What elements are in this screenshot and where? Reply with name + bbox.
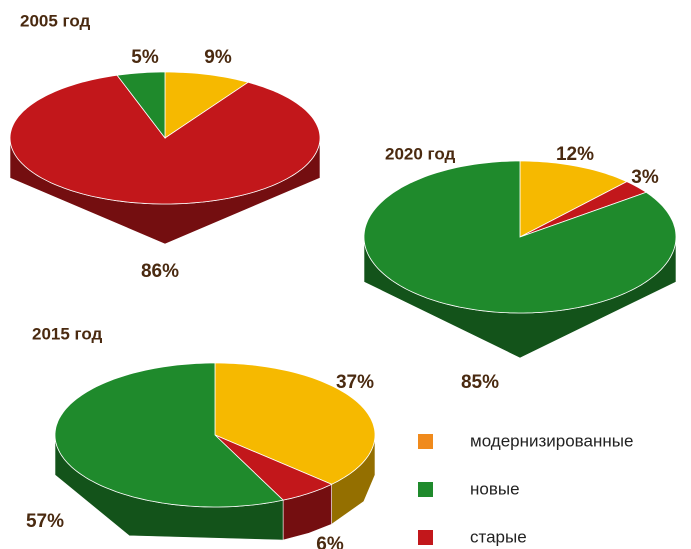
data-label: 3% — [631, 167, 659, 188]
pie-slice — [116, 71, 166, 140]
data-label: 37% — [336, 372, 374, 393]
legend-label: новые — [470, 479, 520, 498]
data-label: 12% — [556, 144, 594, 165]
pie-slice — [214, 434, 333, 501]
data-label: 9% — [204, 47, 232, 68]
data-label: 5% — [131, 47, 159, 68]
pie-slice — [9, 74, 321, 205]
pie-slice — [519, 181, 648, 238]
data-label: 86% — [141, 261, 179, 282]
chart-title: 2005 год — [20, 11, 91, 30]
data-label: 85% — [461, 372, 499, 393]
legend-label: модернизированные — [470, 431, 633, 450]
pie-slice — [164, 71, 250, 139]
pie-slice — [214, 362, 376, 485]
legend-swatch — [418, 530, 433, 545]
pie-slice — [54, 362, 284, 508]
legend-swatch — [418, 482, 433, 497]
data-label: 6% — [316, 534, 344, 549]
pie-slice — [519, 160, 628, 238]
data-label: 57% — [26, 511, 64, 532]
pie-slice — [363, 160, 677, 314]
legend-label: старые — [470, 527, 527, 546]
chart-title: 2015 год — [32, 324, 103, 343]
chart-title: 2020 год — [385, 144, 456, 163]
legend-swatch — [418, 434, 433, 449]
